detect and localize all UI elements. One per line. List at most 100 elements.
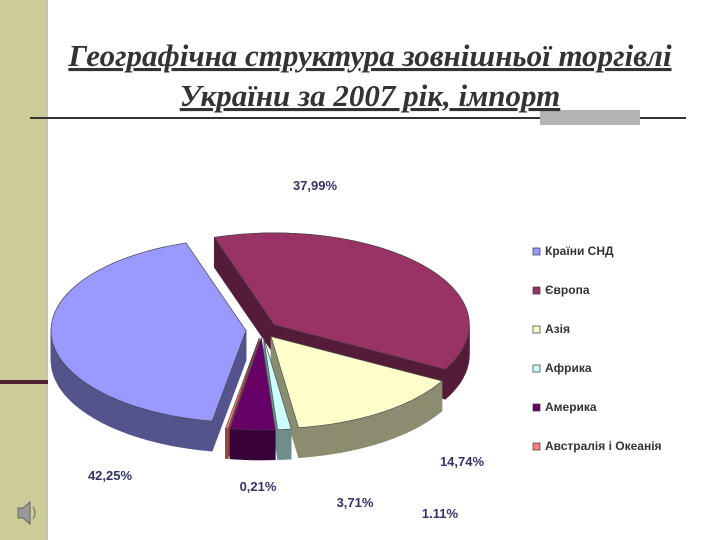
legend-swatch xyxy=(532,247,541,256)
side-face xyxy=(247,429,253,461)
side-face xyxy=(352,418,358,451)
side-face xyxy=(389,407,394,441)
side-face xyxy=(423,391,427,425)
side-face xyxy=(302,426,309,458)
side-face xyxy=(436,382,440,416)
side-face xyxy=(117,399,122,432)
side-face xyxy=(243,429,249,461)
side-face xyxy=(385,409,390,442)
side-face xyxy=(96,389,101,423)
side-face xyxy=(428,388,433,421)
side-face xyxy=(396,404,401,438)
side-face xyxy=(365,415,371,448)
side-face xyxy=(447,364,450,398)
side-face xyxy=(403,401,408,435)
legend-label: Америка xyxy=(545,400,597,414)
side-face xyxy=(144,408,150,441)
legend-label: Країни СНД xyxy=(545,244,614,258)
side-face xyxy=(270,429,276,461)
side-face xyxy=(170,415,176,447)
side-face xyxy=(99,391,104,424)
side-face xyxy=(183,417,189,449)
pie-slice xyxy=(50,242,247,422)
side-face xyxy=(413,396,418,430)
side-face xyxy=(132,404,137,438)
legend-swatch xyxy=(532,364,541,373)
legend-label: Європа xyxy=(545,283,590,297)
side-face xyxy=(361,416,367,449)
legend-swatch xyxy=(532,325,541,334)
side-face xyxy=(312,425,318,457)
side-face xyxy=(188,418,194,450)
side-face xyxy=(444,366,448,400)
side-face xyxy=(128,403,133,436)
side-face xyxy=(148,409,154,442)
side-face xyxy=(256,429,262,461)
side-face xyxy=(202,419,208,452)
pie-slice xyxy=(270,336,443,428)
data-label: 42,25% xyxy=(88,468,133,483)
side-face xyxy=(393,406,398,439)
side-face xyxy=(426,389,430,423)
side-face xyxy=(439,380,443,414)
side-face xyxy=(72,372,76,406)
side-accent xyxy=(0,380,48,384)
pie-slice xyxy=(263,337,292,431)
side-face xyxy=(307,426,313,458)
side-face xyxy=(179,416,185,449)
side-face xyxy=(377,411,383,444)
side-face xyxy=(431,386,435,420)
side-face xyxy=(417,395,421,428)
data-label: 3,71% xyxy=(337,495,374,510)
side-face xyxy=(140,407,145,440)
side-face xyxy=(103,392,108,426)
side-face xyxy=(70,370,74,404)
side-face xyxy=(113,397,118,431)
side-face xyxy=(207,420,213,452)
side-face xyxy=(197,419,203,451)
data-label: 37,99% xyxy=(293,178,338,193)
legend-swatch xyxy=(532,442,541,451)
side-face xyxy=(106,394,111,428)
side-face xyxy=(252,429,258,461)
side-bar xyxy=(0,0,46,540)
side-face xyxy=(344,420,350,453)
side-face xyxy=(174,415,180,448)
pie-slice xyxy=(229,337,276,431)
side-face xyxy=(348,419,354,452)
side-face xyxy=(369,414,375,447)
side-face xyxy=(136,406,141,439)
legend-label: Африка xyxy=(545,361,592,375)
legend-swatch xyxy=(532,286,541,295)
side-face xyxy=(161,413,167,445)
side-face xyxy=(420,393,424,427)
side-face xyxy=(381,410,387,443)
side-face xyxy=(330,423,336,455)
side-face xyxy=(434,384,438,418)
side-face xyxy=(110,396,115,429)
side-face xyxy=(74,374,78,408)
side-face xyxy=(339,421,345,454)
side-face xyxy=(77,376,81,410)
side-face xyxy=(316,425,323,457)
legend-swatch xyxy=(532,403,541,412)
side-face xyxy=(157,412,162,444)
side-face xyxy=(277,429,283,461)
side-face xyxy=(400,403,405,436)
side-face xyxy=(357,417,362,450)
side-face xyxy=(68,368,72,402)
side-face xyxy=(410,398,415,432)
side-face xyxy=(298,426,304,458)
side-face xyxy=(261,429,267,461)
side-face xyxy=(265,429,272,461)
speaker-icon xyxy=(17,500,36,526)
side-face xyxy=(124,402,129,435)
side-face xyxy=(238,429,244,460)
pie-slice xyxy=(213,232,470,370)
side-face xyxy=(321,424,327,456)
side-face xyxy=(79,378,83,412)
side-face xyxy=(93,387,98,421)
side-face xyxy=(165,414,171,446)
side-face xyxy=(152,411,158,443)
